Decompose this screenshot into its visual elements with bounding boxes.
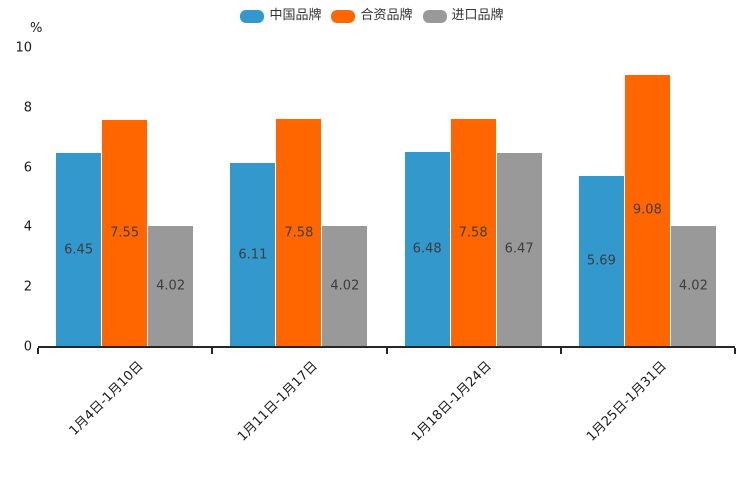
y-axis-unit-label: % (30, 21, 43, 36)
bar-value-label: 4.02 (678, 278, 708, 294)
y-axis-tick-label: 0 (23, 339, 32, 355)
bar-进口品牌 (148, 225, 194, 346)
y-axis-tick-label: 4 (23, 219, 32, 235)
bar-中国品牌 (578, 175, 624, 346)
bar-合资品牌 (276, 119, 322, 346)
legend-swatch-icon (331, 9, 356, 23)
bar-合资品牌 (624, 74, 670, 346)
x-axis-tick (37, 348, 39, 354)
legend-item-进口品牌: 进口品牌 (422, 8, 504, 24)
x-axis-category-label: 1月25日-1月31日 (583, 358, 670, 445)
bar-进口品牌 (322, 225, 368, 346)
legend-label: 中国品牌 (269, 8, 322, 23)
x-axis-tick (385, 348, 388, 354)
bar-value-label: 4.02 (156, 278, 186, 294)
bar-进口品牌 (670, 225, 716, 346)
x-axis-tick (734, 348, 736, 354)
bar-value-label: 6.11 (238, 247, 268, 263)
bar-value-label: 7.58 (458, 225, 488, 241)
bar-value-label: 6.45 (64, 242, 94, 258)
x-axis-tick (211, 348, 214, 354)
legend-item-合资品牌: 合资品牌 (331, 8, 413, 24)
legend-label: 进口品牌 (451, 8, 504, 23)
legend-swatch-icon (240, 9, 265, 23)
bar-value-label: 9.08 (632, 202, 662, 218)
x-axis-line (38, 346, 735, 348)
bar-中国品牌 (404, 152, 450, 346)
bar-合资品牌 (102, 120, 148, 346)
y-axis-tick-label: 10 (15, 40, 32, 56)
chart-legend: 中国品牌 合资品牌 进口品牌 (0, 8, 744, 24)
legend-item-中国品牌: 中国品牌 (240, 8, 321, 24)
y-axis-tick-label: 2 (23, 279, 32, 295)
bar-value-label: 5.69 (586, 253, 616, 269)
bar-value-label: 7.55 (110, 225, 140, 241)
legend-swatch-icon (422, 9, 447, 23)
x-axis-category-label: 1月18日-1月24日 (409, 358, 496, 445)
x-axis-category-label: 1月4日-1月10日 (66, 358, 147, 439)
bar-value-label: 6.47 (504, 241, 534, 257)
bar-中国品牌 (56, 153, 102, 346)
bar-value-label: 6.48 (412, 241, 442, 257)
x-axis-category-label: 1月11日-1月17日 (235, 358, 321, 445)
y-axis-tick-label: 6 (23, 160, 32, 176)
bar-合资品牌 (450, 119, 496, 346)
x-axis-tick (559, 348, 562, 354)
bar-中国品牌 (230, 163, 276, 346)
legend-label: 合资品牌 (360, 8, 413, 23)
bar-value-label: 7.58 (284, 225, 314, 241)
bar-value-label: 4.02 (330, 278, 360, 294)
bar-进口品牌 (496, 152, 542, 346)
y-axis-tick-label: 8 (23, 100, 32, 116)
